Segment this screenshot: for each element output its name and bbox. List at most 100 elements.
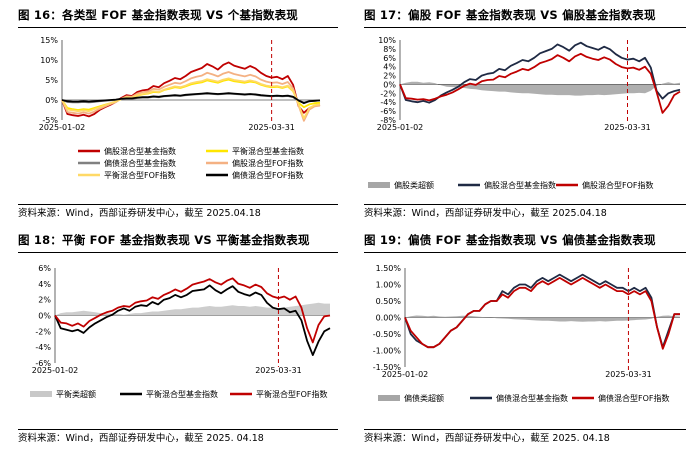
panel-fig16: 图 16：各类型 FOF 基金指数表现 VS 个基指数表现 15% 10% 5% 0%… xyxy=(0,0,350,224)
x-tick-label: 2025-03-31 xyxy=(604,123,651,132)
legend-swatch xyxy=(30,391,52,397)
legend-item: 偏股混合型基金指数 xyxy=(458,180,556,190)
line-series xyxy=(399,41,681,104)
legend-label: 平衡混合型基金指数 xyxy=(146,389,218,399)
x-tick-label: 2025-01-02 xyxy=(32,366,79,375)
chart-fig17: 10%8%6%4%2%0%-2%-4%-6%-8%2025-01-02 2025-… xyxy=(368,36,681,190)
line-series xyxy=(54,284,331,357)
legend-label: 偏债混合型基金指数 xyxy=(496,393,568,403)
y-tick-label: 0.00% xyxy=(376,314,402,323)
panel-fig18: 图 18：平衡 FOF 基金指数表现 VS 平衡基金指数表现 6% 4% 2% 0% -… xyxy=(0,225,350,449)
source-rule xyxy=(364,204,686,205)
y-tick-label: 4% xyxy=(38,280,51,289)
chart-title: 图 18：平衡 FOF 基金指数表现 VS 平衡基金指数表现 xyxy=(18,233,310,247)
legend-item: 偏股混合型FOF指数 xyxy=(206,158,304,168)
source-rule xyxy=(18,429,338,430)
area-series xyxy=(405,315,680,322)
source-note: 资料来源：Wind，西部证券研发中心，截至 2025.04.18 xyxy=(18,208,261,219)
y-tick-label: -4% xyxy=(380,98,396,107)
line-series xyxy=(61,71,321,122)
legend-item: 平衡类超额 xyxy=(30,389,96,399)
chart-fig16: 15% 10% 5% 0% -5%2025-01-02 2025-03-31 偏股混合型基金… xyxy=(39,36,321,180)
legend-item: 平衡混合型基金指数 xyxy=(206,146,304,156)
chart-title: 图 17：偏股 FOF 基金指数表现 VS 偏股基金指数表现 xyxy=(364,8,656,22)
legend-item: 平衡混合型FOF指数 xyxy=(78,170,176,180)
y-tick-label: 2% xyxy=(38,296,51,305)
legend-swatch xyxy=(368,182,390,188)
x-tick-label: 2025-03-31 xyxy=(255,366,302,375)
legend-swatch xyxy=(378,395,400,401)
legend-label: 平衡混合型FOF指数 xyxy=(256,389,328,399)
legend-label: 偏债混合型FOF指数 xyxy=(232,170,304,180)
legend-label: 偏债混合型FOF指数 xyxy=(598,393,670,403)
y-tick-label: 10% xyxy=(378,36,396,45)
source-note: 资料来源：Wind，西部证券研发中心，截至 2025. 04.18 xyxy=(18,433,264,444)
source-note: 资料来源：Wind，西部证券研发中心，截至 2025.04.18 xyxy=(364,208,607,219)
title-rule xyxy=(18,252,338,253)
y-tick-label: -6% xyxy=(35,359,51,368)
chart-fig18: 6% 4% 2% 0% -2% -4% -6%2025-01-02 2025-03-31 平衡类… xyxy=(30,264,331,399)
legend-label: 偏股混合型FOF指数 xyxy=(582,180,654,190)
y-tick-label: -2% xyxy=(35,327,51,336)
y-tick-label: 5% xyxy=(45,76,58,85)
legend-label: 平衡类超额 xyxy=(56,389,96,399)
line-series xyxy=(404,277,680,350)
line-series xyxy=(61,77,321,120)
title-rule xyxy=(364,27,686,28)
y-tick-label: -8% xyxy=(380,116,396,125)
legend-item: 偏股类超额 xyxy=(368,180,434,190)
legend-label: 偏股混合型FOF指数 xyxy=(232,158,304,168)
line-series xyxy=(399,52,681,114)
legend-item: 偏债混合型基金指数 xyxy=(78,158,176,168)
x-tick-label: 2025-03-31 xyxy=(605,370,652,379)
legend-item: 偏股混合型基金指数 xyxy=(78,146,176,156)
source-rule xyxy=(18,204,338,205)
legend-item: 偏股混合型FOF指数 xyxy=(556,180,654,190)
chart-title: 图 16：各类型 FOF 基金指数表现 VS 个基指数表现 xyxy=(18,8,298,22)
x-tick-label: 2025-01-02 xyxy=(39,123,86,132)
y-tick-label: 0% xyxy=(38,312,51,321)
y-tick-label: -6% xyxy=(380,107,396,116)
legend-label: 平衡混合型FOF指数 xyxy=(104,170,176,180)
chart-title: 图 19：偏债 FOF 基金指数表现 VS 偏债基金指数表现 xyxy=(364,233,656,247)
y-tick-label: 10% xyxy=(40,56,58,65)
legend-label: 偏债类超额 xyxy=(404,393,444,403)
chart-fig19: 1.50%1.00%0.50%0.00%-0.50%-1.00%-1.50%20… xyxy=(373,264,680,403)
source-note: 资料来源：Wind，西部证券研发中心，截至 2025. 04.18 xyxy=(364,433,610,444)
y-tick-label: 6% xyxy=(38,264,51,273)
y-tick-label: 15% xyxy=(40,36,58,45)
legend-item: 偏债混合型基金指数 xyxy=(470,393,568,403)
y-tick-label: 8% xyxy=(383,45,396,54)
x-tick-label: 2025-01-02 xyxy=(377,123,424,132)
legend-label: 偏股混合型基金指数 xyxy=(484,180,556,190)
y-tick-label: 0.50% xyxy=(376,297,402,306)
line-series xyxy=(54,277,331,344)
panel-fig17: 图 17：偏股 FOF 基金指数表现 VS 偏股基金指数表现 10% 8% 6% 4%… xyxy=(350,0,700,224)
legend-item: 偏债类超额 xyxy=(378,393,444,403)
y-tick-label: -0.50% xyxy=(373,330,402,339)
y-tick-label: 2% xyxy=(383,72,396,81)
y-tick-label: -1.50% xyxy=(373,363,402,372)
y-tick-label: -1.00% xyxy=(373,347,402,356)
source-rule xyxy=(364,429,686,430)
legend-item: 平衡混合型FOF指数 xyxy=(230,389,328,399)
legend-label: 偏债混合型基金指数 xyxy=(104,158,176,168)
y-tick-label: 1.50% xyxy=(376,264,402,273)
y-tick-label: 0% xyxy=(45,96,58,105)
y-tick-label: 1.00% xyxy=(376,281,402,290)
legend-item: 偏债混合型FOF指数 xyxy=(572,393,670,403)
line-series xyxy=(61,92,321,105)
legend-label: 平衡混合型基金指数 xyxy=(232,146,304,156)
y-tick-label: 0% xyxy=(383,80,396,89)
y-tick-label: -5% xyxy=(42,116,58,125)
y-tick-label: 4% xyxy=(383,63,396,72)
legend-label: 偏股混合型基金指数 xyxy=(104,146,176,156)
title-rule xyxy=(18,27,338,28)
x-tick-label: 2025-01-02 xyxy=(382,370,429,379)
y-tick-label: -4% xyxy=(35,343,51,352)
area-series xyxy=(55,302,330,316)
y-tick-label: 6% xyxy=(383,54,396,63)
panel-fig19: 图 19：偏债 FOF 基金指数表现 VS 偏债基金指数表现 1.50% 1.00… xyxy=(350,225,700,449)
area-series xyxy=(400,81,680,96)
y-tick-label: -2% xyxy=(380,89,396,98)
